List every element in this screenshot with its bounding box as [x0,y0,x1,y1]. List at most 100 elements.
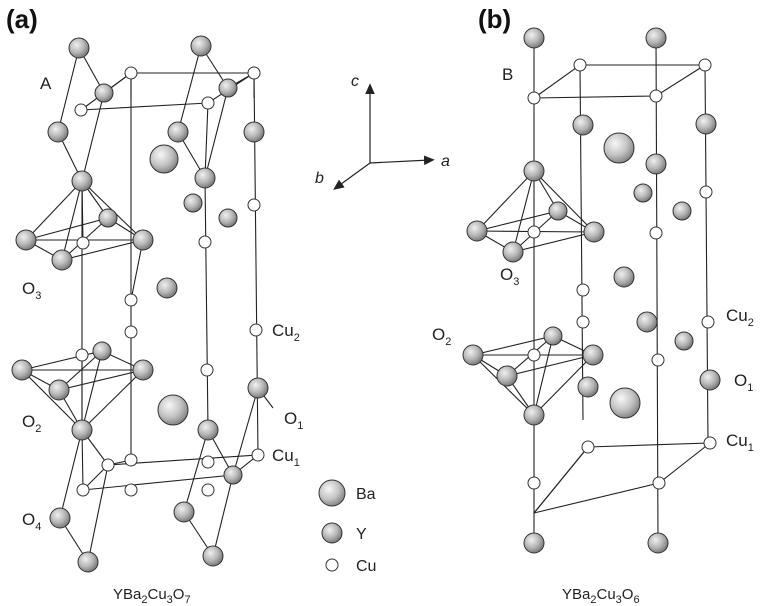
label-cu1-a: Cu1 [272,446,300,469]
atom-cu2-a [249,323,263,337]
atom-cu-a4 [201,96,215,110]
panel-b-atoms [462,27,721,554]
structure-label-b: B [502,65,513,84]
atom-o-a22 [77,551,99,573]
atom-o-a18 [71,419,93,441]
atom-cu-a10 [75,348,89,362]
atom-o4-a [49,507,71,529]
atom-b15 [674,331,694,351]
legend-cu-label: Cu [356,558,376,575]
axis-b-label: b [315,170,324,187]
atom-o-a21 [173,501,195,523]
atom-cu-b8 [576,283,590,297]
label-cu2-b: Cu2 [726,306,754,329]
atom-o-a12 [132,229,154,251]
panel-a: (a) [6,4,303,606]
formula-b: YBa2Cu3O6 [562,586,640,606]
atom-o-a7 [194,167,216,189]
atom-cu-a16 [201,483,215,497]
atom-o-a11 [15,229,37,251]
atom-cu-b11 [651,353,665,367]
atom-cu-b5 [699,185,713,199]
atom-o-a17 [48,379,70,401]
atom-o-a8 [183,193,203,213]
atom-cu-a15 [76,483,90,497]
atom-b16 [462,344,484,366]
atom-b1 [523,27,545,49]
atom-b7 [633,183,653,203]
atom-cu1-b [703,436,717,450]
atom-b20 [523,404,545,426]
panel-b: (b) [432,4,754,606]
atom-ba-a1 [149,144,179,174]
atom-o-a23 [202,545,224,567]
atom-b3 [572,114,594,136]
axes-indicator: c a b [315,73,450,190]
structure-label-a: A [40,74,52,93]
atom-o-top-left [68,37,90,59]
atom-o-a3 [47,121,69,143]
atom-cu2-b [701,315,715,329]
atom-o-a10 [98,208,118,228]
panel-a-atoms [11,35,269,573]
atom-o-a4 [167,121,189,143]
atom-o-a20 [223,465,243,485]
atom-cu-a13 [101,458,115,472]
atom-o-a13 [51,249,73,271]
legend-ba-label: Ba [356,486,376,503]
axis-a-arrow [369,155,435,166]
atom-cu-b10 [527,348,541,362]
atom-o-a9 [218,208,238,228]
panel-b-label: (b) [478,4,511,34]
legend-cu-swatch [325,558,339,572]
atom-o-a2 [218,78,238,98]
atom-b14 [543,326,563,346]
atom-cu-b1 [573,58,587,72]
atom-ba-b1 [603,132,635,164]
atom-cu-a17 [124,483,138,497]
legend-y-swatch [321,522,343,544]
atom-ba-b2 [609,387,641,419]
atom-b12 [502,241,524,263]
atom-o-a15 [11,359,33,381]
atom-b2 [645,27,667,49]
label-o2-a: O2 [22,412,41,435]
atom-b18 [496,365,518,387]
atom-o1-b [699,369,721,391]
atom-cu-a12 [124,453,138,467]
axis-c-label: c [351,73,359,90]
atom-cu-b3 [527,91,541,105]
label-o1-a: O1 [284,409,303,432]
atom-ba-a2 [157,394,189,426]
atom-cu-b7 [527,225,541,239]
formula-a: YBa2Cu3O7 [113,586,191,606]
atom-cu-a9 [124,325,138,339]
atom-b9 [548,201,568,221]
atom-cu-b9 [576,315,590,329]
atom-b6 [645,153,667,175]
panel-a-label: (a) [6,4,38,34]
atom-o1-a [247,377,269,399]
label-o4-a: O4 [22,510,41,533]
axis-b-arrow [333,162,371,190]
atom-b21 [523,532,545,554]
atom-b17 [582,344,604,366]
atom-b4 [695,113,717,135]
atom-b13 [636,311,658,333]
atom-o-a6 [71,170,93,192]
atom-cu-b6 [649,226,663,240]
atom-y-a1 [156,277,178,299]
label-o3-a: O3 [22,279,41,302]
atom-cu-b12 [581,440,595,454]
panel-b-bonds [472,37,712,544]
legend-y-label: Y [356,526,367,543]
label-o2-b: O2 [432,325,451,348]
atom-b11 [583,221,605,243]
atom-cu-a14 [201,455,215,469]
atom-b8 [672,201,692,221]
atom-b5 [523,160,545,182]
atom-cu-a2 [247,66,261,80]
atom-cu-a11 [200,363,214,377]
label-o3-b: O3 [500,265,519,288]
